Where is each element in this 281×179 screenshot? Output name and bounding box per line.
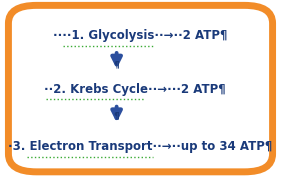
FancyBboxPatch shape xyxy=(8,5,273,172)
Text: ¶: ¶ xyxy=(114,111,119,120)
Text: ¶: ¶ xyxy=(114,61,119,70)
Text: ····1. Glycolysis··→··2 ATP¶: ····1. Glycolysis··→··2 ATP¶ xyxy=(53,29,228,42)
Text: ·3. Electron Transport··→··up to 34 ATP¶: ·3. Electron Transport··→··up to 34 ATP¶ xyxy=(8,140,273,153)
Text: ··2. Krebs Cycle··→···2 ATP¶: ··2. Krebs Cycle··→···2 ATP¶ xyxy=(44,83,226,96)
